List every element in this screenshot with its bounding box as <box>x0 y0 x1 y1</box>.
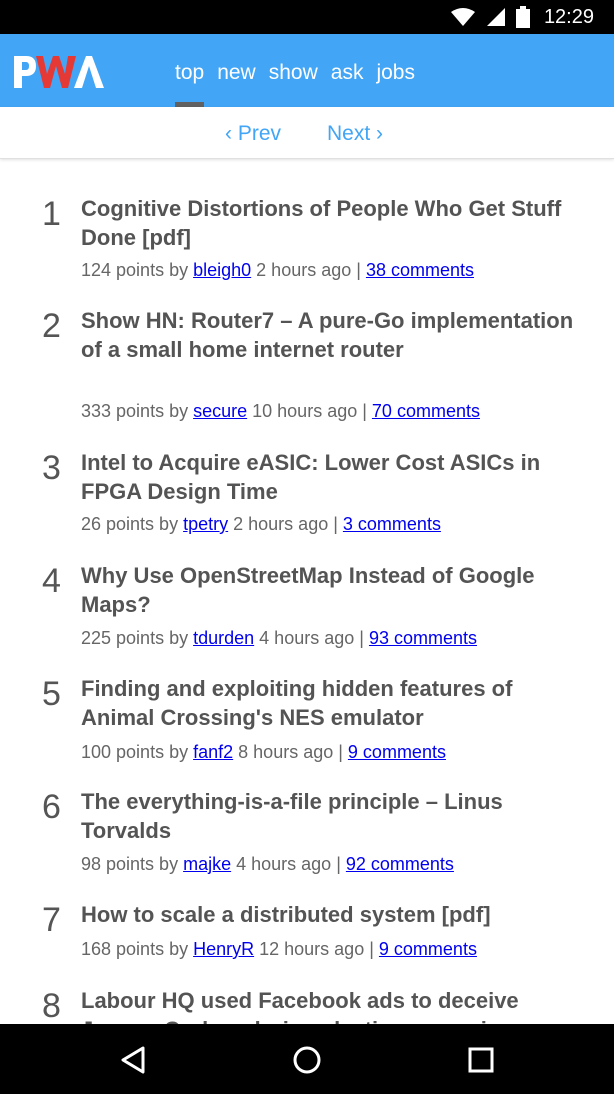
clock: 12:29 <box>543 5 594 28</box>
story-title[interactable]: How to scale a distributed system [pdf] <box>81 902 491 927</box>
tab-new[interactable]: new <box>217 61 256 84</box>
story-points: 225 points by <box>81 628 189 648</box>
story-comments-link[interactable]: 9 comments <box>347 742 446 762</box>
signal-icon <box>486 8 505 26</box>
story-meta: 26 points by tpetry 2 hours ago | 3 comm… <box>81 512 441 536</box>
story-meta: 100 points by fanf2 8 hours ago | 9 comm… <box>81 740 446 764</box>
story-title[interactable]: Finding and exploiting hidden features o… <box>81 676 513 730</box>
story-points: 124 points by <box>81 260 189 280</box>
story-meta: 225 points by tdurden 4 hours ago | 93 c… <box>81 626 477 650</box>
tab-show[interactable]: show <box>268 61 318 84</box>
story-rank: 8 <box>42 987 61 1024</box>
story-rank: 7 <box>42 901 61 939</box>
story-points: 26 points by <box>81 514 179 534</box>
prev-page-link[interactable]: ‹ Prev <box>225 122 282 145</box>
story-user-link[interactable]: tdurden <box>193 628 255 648</box>
app-header: top new show ask jobs <box>0 34 614 107</box>
battery-icon <box>515 6 530 28</box>
story-age: 2 hours ago | <box>256 260 361 280</box>
story-title[interactable]: Show HN: Router7 – A pure-Go implementat… <box>81 308 574 362</box>
story-user-link[interactable]: fanf2 <box>193 742 234 762</box>
status-bar: 12:29 <box>0 0 614 34</box>
story-age: 8 hours ago | <box>238 742 343 762</box>
story-age: 10 hours ago | <box>252 401 367 421</box>
home-icon[interactable] <box>289 1042 325 1078</box>
story-comments-link[interactable]: 3 comments <box>342 514 441 534</box>
story-meta: 124 points by bleigh0 2 hours ago | 38 c… <box>81 258 474 282</box>
story-title[interactable]: Cognitive Distortions of People Who Get … <box>81 196 562 250</box>
story-user-link[interactable]: bleigh0 <box>193 260 252 280</box>
story-age: 12 hours ago | <box>259 939 374 959</box>
story-rank: 4 <box>42 562 61 600</box>
tab-jobs[interactable]: jobs <box>376 61 415 84</box>
story-user-link[interactable]: majke <box>183 854 232 874</box>
story-comments-link[interactable]: 70 comments <box>371 401 480 421</box>
story-comments-link[interactable]: 93 comments <box>368 628 477 648</box>
story-age: 4 hours ago | <box>236 854 341 874</box>
story-title[interactable]: The everything-is-a-file principle – Lin… <box>81 789 503 843</box>
story-comments-link[interactable]: 38 comments <box>365 260 474 280</box>
back-icon[interactable] <box>115 1042 151 1078</box>
story-rank: 3 <box>42 449 61 487</box>
story-meta: 333 points by secure 10 hours ago | 70 c… <box>81 399 480 423</box>
story-points: 333 points by <box>81 401 189 421</box>
wifi-icon <box>450 8 475 26</box>
story-age: 2 hours ago | <box>233 514 338 534</box>
story-title[interactable]: Labour HQ used Facebook ads to deceive J… <box>81 988 519 1024</box>
story-list: 1 Cognitive Distortions of People Who Ge… <box>0 160 614 1024</box>
story-age: 4 hours ago | <box>259 628 364 648</box>
recents-icon[interactable] <box>463 1042 499 1078</box>
story-user-link[interactable]: secure <box>193 401 248 421</box>
story-comments-link[interactable]: 9 comments <box>378 939 477 959</box>
story-rank: 1 <box>42 195 61 233</box>
story-points: 98 points by <box>81 854 179 874</box>
story-rank: 6 <box>42 788 61 826</box>
pager: ‹ Prev Next › <box>0 107 614 159</box>
story-user-link[interactable]: tpetry <box>183 514 229 534</box>
system-nav-bar <box>0 1024 614 1094</box>
main-nav: top new show ask jobs <box>175 34 428 107</box>
story-meta: 98 points by majke 4 hours ago | 92 comm… <box>81 852 454 876</box>
next-page-link[interactable]: Next › <box>327 122 384 145</box>
story-title[interactable]: Intel to Acquire eASIC: Lower Cost ASICs… <box>81 450 541 504</box>
story-rank: 2 <box>42 307 61 345</box>
status-icons: 12:29 <box>450 0 594 34</box>
story-title[interactable]: Why Use OpenStreetMap Instead of Google … <box>81 563 535 617</box>
story-rank: 5 <box>42 675 61 713</box>
story-comments-link[interactable]: 92 comments <box>345 854 454 874</box>
tab-ask[interactable]: ask <box>330 61 364 84</box>
story-points: 168 points by <box>81 939 189 959</box>
story-user-link[interactable]: HenryR <box>193 939 255 959</box>
pwa-logo[interactable] <box>12 54 104 90</box>
story-points: 100 points by <box>81 742 189 762</box>
story-meta: 168 points by HenryR 12 hours ago | 9 co… <box>81 937 477 961</box>
tab-top[interactable]: top <box>175 34 205 107</box>
